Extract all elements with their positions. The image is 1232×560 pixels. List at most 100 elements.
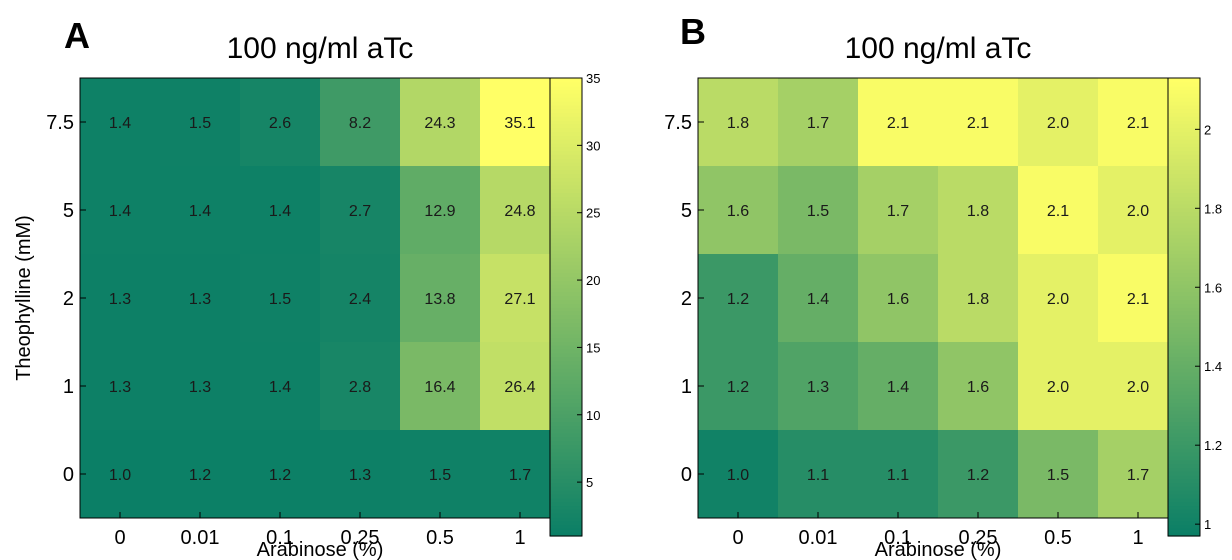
cell-value-label: 2.7: [349, 203, 371, 220]
colorbar-segment: [550, 352, 582, 358]
heatmap-cell: [480, 342, 561, 431]
panel-a-title: 100 ng/ml aTc: [227, 32, 414, 65]
colorbar-segment: [550, 440, 582, 445]
colorbar-segment: [550, 139, 582, 144]
colorbar-segment: [550, 135, 582, 140]
panel-b-x-ticks: 0 0.01 0.1 0.25 0.5 1: [732, 512, 1144, 549]
colorbar-segment: [550, 436, 582, 442]
colorbar-segment: [550, 402, 582, 407]
colorbar-segment: [1168, 158, 1200, 163]
colorbar-segment: [1168, 410, 1200, 415]
colorbar-segment: [550, 509, 582, 514]
panel-b-x-axis-label: Arabinose (%): [875, 539, 1002, 560]
colorbar-segment: [550, 448, 582, 453]
colorbar-segment: [1168, 364, 1200, 369]
colorbar-tick-label: 1.4: [1204, 359, 1222, 374]
colorbar-segment: [1168, 184, 1200, 190]
colorbar-segment: [550, 268, 582, 274]
colorbar-segment: [1168, 524, 1200, 529]
colorbar-segment: [550, 242, 582, 247]
colorbar-segment: [550, 417, 582, 423]
cell-value-label: 1.1: [807, 467, 829, 484]
colorbar-segment: [1168, 154, 1200, 159]
colorbar-frame: [1167, 77, 1201, 537]
heatmap-cell: [240, 430, 321, 519]
cell-value-label: 2.1: [1127, 115, 1149, 132]
colorbar-segment: [1168, 360, 1200, 365]
x-tick-label: 0.1: [884, 527, 912, 549]
colorbar-segment: [1168, 257, 1200, 262]
colorbar-tick-label: 20: [586, 273, 600, 288]
colorbar-segment: [550, 322, 582, 327]
cell-value-label: 24.3: [424, 115, 455, 132]
heatmap-cell: [80, 254, 161, 343]
colorbar-segment: [1168, 97, 1200, 102]
colorbar-segment: [1168, 413, 1200, 419]
heatmap-cell: [1018, 342, 1099, 431]
colorbar-segment: [550, 215, 582, 220]
x-tick-label: 0: [114, 527, 125, 549]
colorbar-segment: [550, 223, 582, 228]
y-tick-label: 7.5: [664, 112, 692, 134]
colorbar-segment: [1168, 371, 1200, 377]
colorbar-segment: [550, 299, 582, 304]
panel-a-x-ticks: 0 0.01 0.1 0.25 0.5 1: [114, 512, 526, 549]
panel-b-heatmap: 1.8 1.7 2.1 2.1 2.0 2.1 1.6 1.5 1.7 1.8 2.1 2.0 1.2 1…: [698, 78, 1179, 519]
x-tick-label: 0.25: [341, 527, 380, 549]
colorbar-segment: [550, 200, 582, 205]
colorbar-segment: [550, 161, 582, 167]
colorbar-segment: [550, 177, 582, 182]
colorbar-segment: [550, 341, 582, 346]
colorbar-segment: [1168, 341, 1200, 346]
cell-value-label: 26.4: [504, 379, 535, 396]
cell-value-label: 1.0: [109, 467, 131, 484]
colorbar-segment: [1168, 398, 1200, 404]
heatmap-cell: [1018, 166, 1099, 255]
heatmap-cell: [778, 342, 859, 431]
heatmap-cell: [858, 166, 939, 255]
colorbar-segment: [1168, 520, 1200, 526]
heatmap-cell: [240, 166, 321, 255]
cell-value-label: 1.3: [349, 467, 371, 484]
colorbar-segment: [1168, 516, 1200, 522]
colorbar-segment: [550, 471, 582, 476]
colorbar-segment: [1168, 497, 1200, 503]
colorbar-segment: [1168, 173, 1200, 178]
colorbar-segment: [550, 360, 582, 365]
cell-value-label: 2.4: [349, 291, 371, 308]
colorbar-segment: [550, 310, 582, 316]
colorbar-segment: [550, 173, 582, 178]
colorbar-segment: [550, 78, 582, 83]
colorbar-segment: [1168, 181, 1200, 186]
colorbar-segment: [550, 345, 582, 350]
colorbar-segment: [550, 112, 582, 117]
colorbar-segment: [1168, 249, 1200, 255]
colorbar-tick-label: 25: [586, 206, 600, 221]
colorbar-tick-label: 1.8: [1204, 201, 1222, 216]
cell-value-label: 13.8: [424, 291, 455, 308]
heatmap-cell: [698, 342, 779, 431]
colorbar-segment: [1168, 142, 1200, 148]
heatmap-cell: [400, 254, 481, 343]
colorbar-segment: [1168, 471, 1200, 476]
cell-value-label: 1.4: [269, 379, 291, 396]
colorbar-segment: [1168, 192, 1200, 197]
colorbar-segment: [550, 203, 582, 209]
colorbar-segment: [550, 100, 582, 106]
cell-value-label: 1.5: [189, 115, 211, 132]
colorbar-segment: [550, 318, 582, 323]
panel-b-label: B: [680, 11, 706, 52]
colorbar-segment: [1168, 379, 1200, 384]
colorbar-segment: [1168, 245, 1200, 251]
colorbar-segment: [550, 295, 582, 300]
colorbar-segment: [550, 379, 582, 384]
colorbar-segment: [550, 276, 582, 281]
heatmap-cell: [320, 166, 401, 255]
heatmap-cell: [1098, 166, 1179, 255]
colorbar-segment: [550, 249, 582, 255]
colorbar-segment: [550, 432, 582, 438]
colorbar-segment: [550, 516, 582, 522]
heatmap-cell: [1098, 78, 1179, 167]
colorbar-segment: [550, 146, 582, 152]
x-tick-label: 0.01: [181, 527, 220, 549]
